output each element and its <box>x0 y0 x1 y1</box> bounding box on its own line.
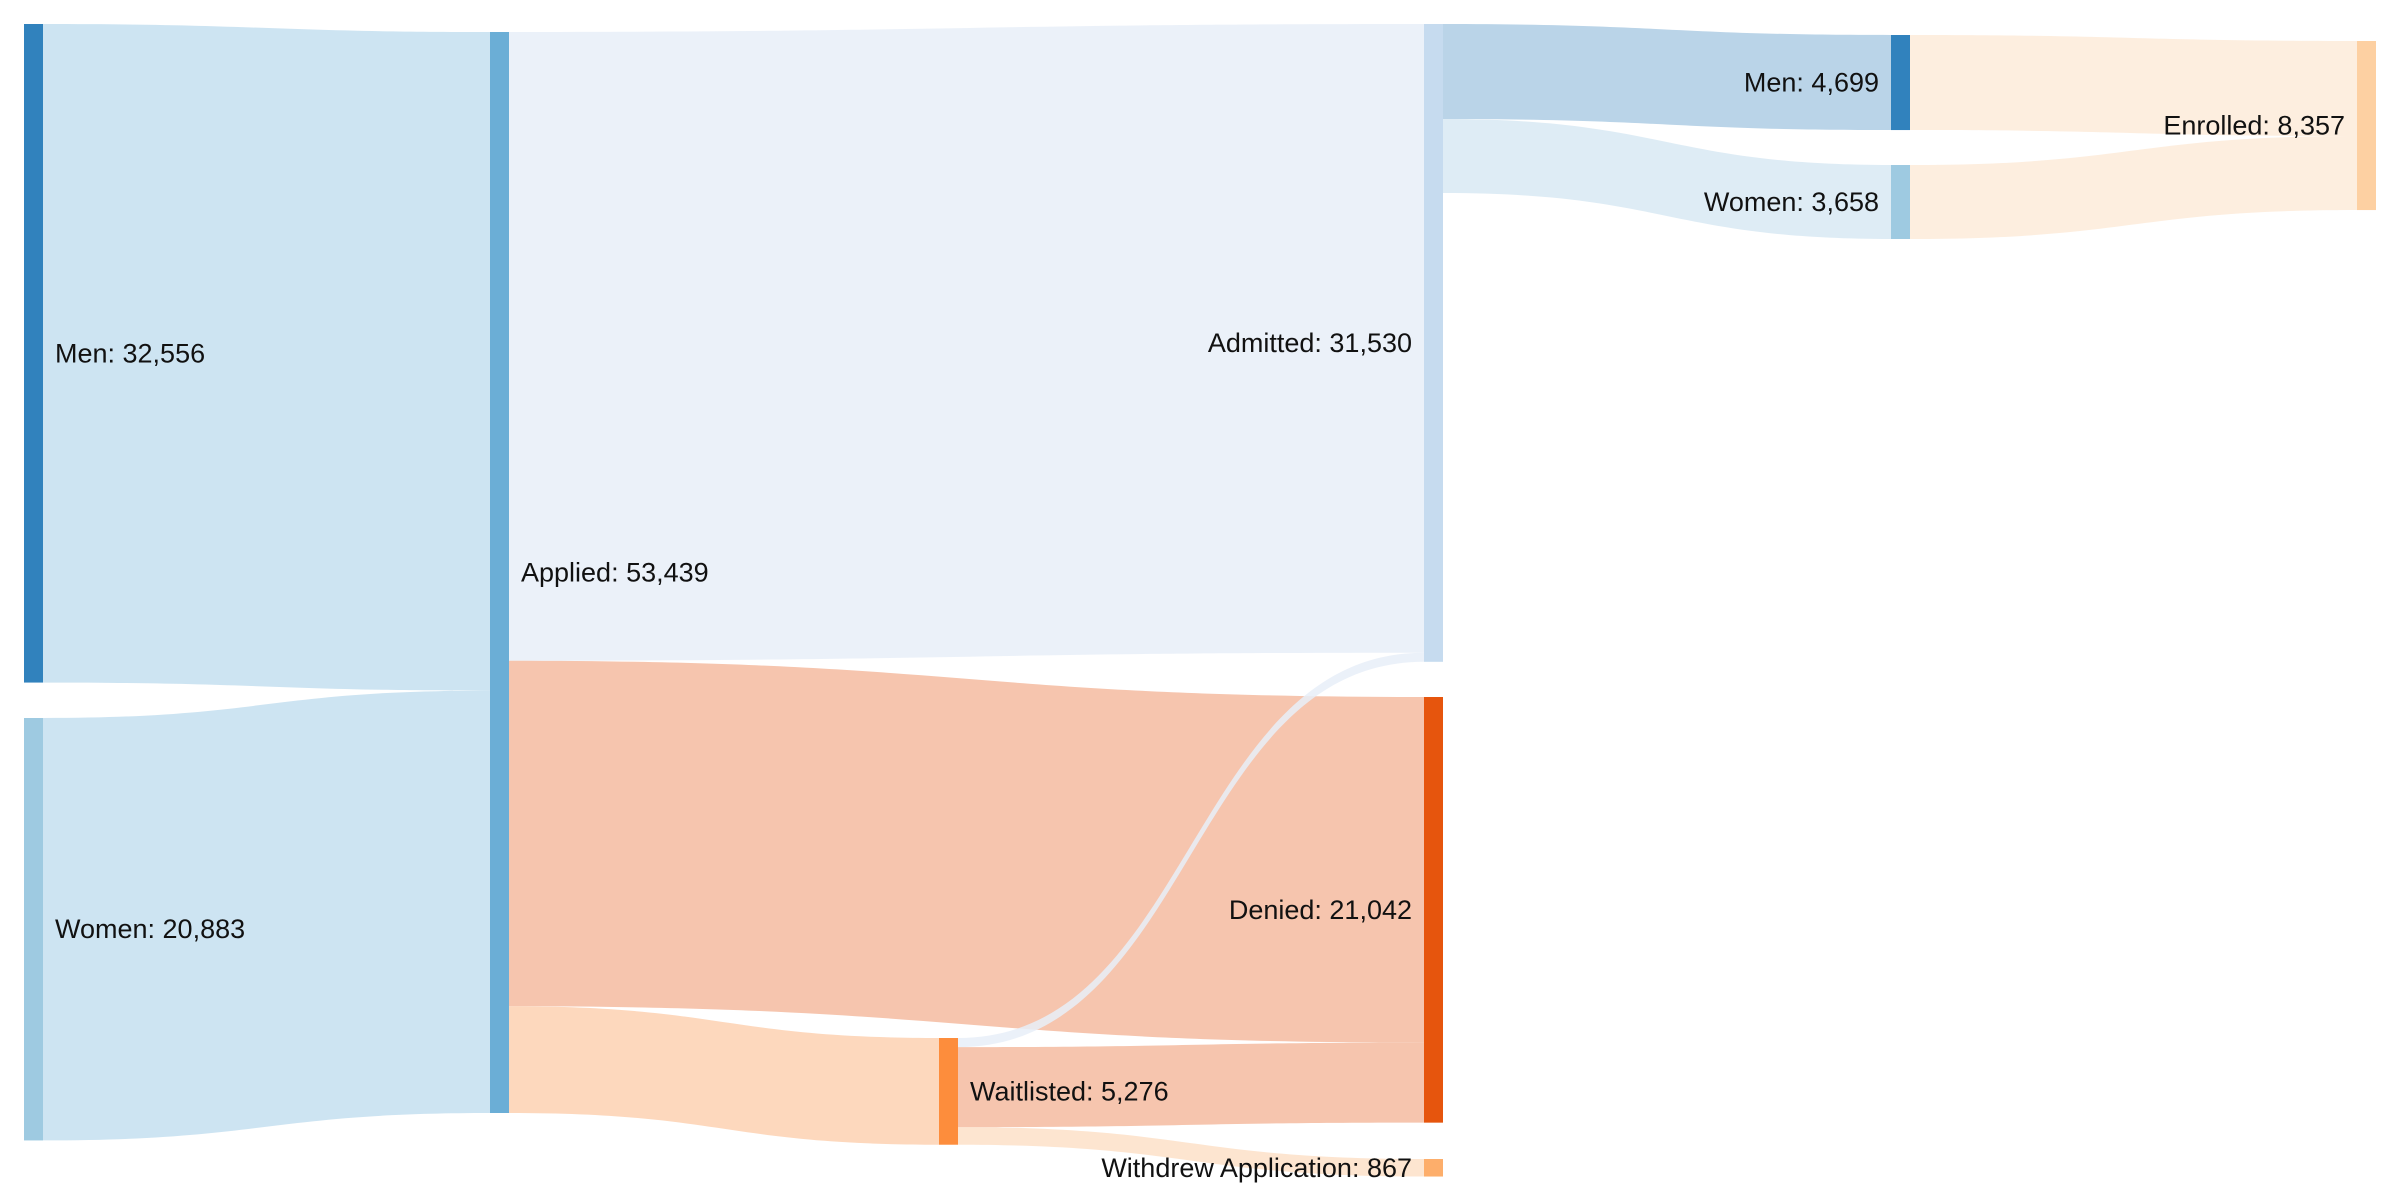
link-admitted-to-women_adm[interactable] <box>1443 119 1891 239</box>
node-admitted[interactable] <box>1424 24 1443 662</box>
link-waitlisted-to-denied[interactable] <box>958 1042 1424 1128</box>
link-applied-to-admitted[interactable] <box>509 24 1424 661</box>
node-label-applied: Applied: 53,439 <box>521 558 709 588</box>
node-women_adm[interactable] <box>1891 165 1910 239</box>
nodes-layer <box>24 24 2376 1177</box>
node-label-men: Men: 32,556 <box>55 338 205 368</box>
node-withdrew[interactable] <box>1424 1159 1443 1177</box>
node-label-waitlisted: Waitlisted: 5,276 <box>970 1076 1169 1106</box>
link-men_adm-to-enrolled[interactable] <box>1910 35 2357 137</box>
link-men-to-applied[interactable] <box>43 24 490 691</box>
node-applied[interactable] <box>490 32 509 1113</box>
links-layer <box>43 24 2357 1177</box>
link-applied-to-waitlisted[interactable] <box>509 1006 939 1145</box>
node-label-women_adm: Women: 3,658 <box>1704 187 1879 217</box>
link-women_adm-to-enrolled[interactable] <box>1910 136 2357 239</box>
link-waitlisted-to-admitted[interactable] <box>958 652 1424 1048</box>
node-label-denied: Denied: 21,042 <box>1229 895 1412 925</box>
link-admitted-to-men_adm[interactable] <box>1443 24 1891 131</box>
node-label-admitted: Admitted: 31,530 <box>1208 328 1412 358</box>
link-waitlisted-to-withdrew[interactable] <box>958 1127 1424 1177</box>
node-men[interactable] <box>24 24 43 683</box>
node-label-men_adm: Men: 4,699 <box>1744 68 1879 98</box>
node-men_adm[interactable] <box>1891 35 1910 131</box>
labels-layer: Men: 32,556 Women: 20,883 Applied: 53,439 A… <box>55 68 2345 1183</box>
node-enrolled[interactable] <box>2357 41 2376 211</box>
node-denied[interactable] <box>1424 697 1443 1123</box>
node-women[interactable] <box>24 718 43 1141</box>
node-label-women: Women: 20,883 <box>55 914 245 944</box>
link-women-to-applied[interactable] <box>43 690 490 1141</box>
link-applied-to-denied[interactable] <box>509 660 1424 1043</box>
node-label-withdrew: Withdrew Application: 867 <box>1101 1153 1412 1183</box>
node-label-enrolled: Enrolled: 8,357 <box>2163 111 2345 141</box>
node-waitlisted[interactable] <box>939 1038 958 1145</box>
